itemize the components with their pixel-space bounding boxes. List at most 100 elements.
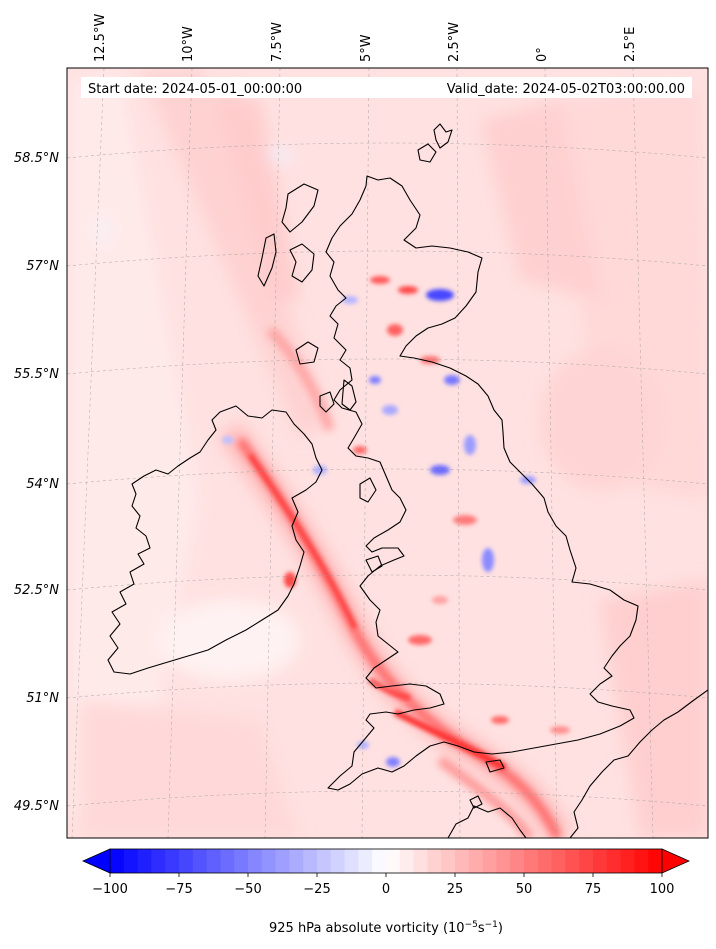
colorbar-step: [593, 849, 608, 873]
colorbar-step: [358, 849, 373, 873]
colorbar-step: [151, 849, 166, 873]
lon-label-7-5w: 7.5°W: [270, 22, 285, 62]
colorbar-step: [234, 849, 249, 873]
gridline-lon-10w: [167, 68, 193, 838]
colorbar-tick-label: 100: [650, 882, 675, 897]
gridline-lon-0: [544, 68, 558, 838]
colorbar-step: [606, 849, 621, 873]
colorbar-step: [413, 849, 428, 873]
colorbar-step: [386, 849, 401, 873]
graticule: [67, 68, 708, 838]
start-date-label: Start date: 2024-05-01_00:00:00: [88, 82, 302, 97]
gridline-lon-5w: [361, 68, 370, 838]
colorbar-step: [165, 849, 180, 873]
colorbar-step: [123, 849, 138, 873]
colorbar: −100 −75 −50 −25 0 25 50 75 100 925 hPa …: [82, 848, 690, 936]
coastline-orkney: [417, 143, 437, 163]
colorbar-step: [524, 849, 539, 873]
longitude-labels: 12.5°W 10°W 7.5°W 5°W 2.5°W 0° 2.5°E: [93, 14, 638, 62]
colorbar-tick-label: −100: [92, 882, 128, 897]
date-annotation: Start date: 2024-05-01_00:00:00 Valid_da…: [81, 77, 692, 98]
lat-label-52-5n: 52.5°N: [14, 583, 59, 598]
lat-label-58-5n: 58.5°N: [14, 151, 59, 166]
colorbar-step: [110, 849, 125, 873]
gridline-lat-49-5n: [67, 790, 708, 807]
coastline-uist: [257, 233, 277, 287]
lat-label-51n: 51°N: [26, 691, 59, 706]
lat-label-49-5n: 49.5°N: [14, 799, 59, 814]
colorbar-step: [399, 849, 414, 873]
colorbar-step: [179, 849, 194, 873]
colorbar-step: [317, 849, 332, 873]
gridline-lon-2-5w: [456, 68, 461, 838]
lon-label-5w: 5°W: [359, 34, 374, 62]
coastline-great-britain: [325, 175, 639, 791]
colorbar-step: [303, 849, 318, 873]
coastline-skye: [289, 243, 315, 283]
coastline-shetland: [433, 123, 453, 149]
lon-label-0: 0°: [535, 47, 550, 62]
coastline-isle-of-man: [359, 477, 377, 503]
colorbar-step: [427, 849, 442, 873]
colorbar-step: [455, 849, 470, 873]
gridline-lat-57n: [67, 250, 708, 267]
colorbar-tick-label: −25: [303, 882, 330, 897]
gridline-lat-54n: [67, 468, 708, 485]
coastline-lewis: [281, 183, 319, 233]
colorbar-step: [206, 849, 221, 873]
colorbar-steps: [110, 849, 663, 873]
gridline-lat-55-5n: [67, 358, 708, 375]
coastline-kintyre: [341, 379, 357, 411]
map-frame: [66, 67, 709, 839]
lat-label-57n: 57°N: [26, 259, 59, 274]
lon-label-2-5w: 2.5°W: [447, 22, 462, 62]
colorbar-step: [565, 849, 580, 873]
colorbar-step: [648, 849, 663, 873]
colorbar-step: [496, 849, 511, 873]
lon-label-2-5e: 2.5°E: [623, 27, 638, 62]
colorbar-step: [372, 849, 387, 873]
colorbar-title: 925 hPa absolute vorticity (10−5s−1): [269, 920, 503, 936]
colorbar-tick-label: 75: [585, 882, 602, 897]
colorbar-step: [551, 849, 566, 873]
colorbar-tick-label: 25: [447, 882, 464, 897]
gridline-lat-51n: [67, 682, 708, 699]
colorbar-extend-high: [661, 848, 690, 874]
coastline-france-north: [569, 689, 708, 838]
colorbar-step: [344, 849, 359, 873]
lon-label-12-5w: 12.5°W: [93, 14, 108, 62]
colorbar-tick-label: −75: [165, 882, 192, 897]
coastline-mull: [295, 341, 319, 365]
vorticity-frontal-band: [219, 326, 572, 838]
colorbar-step: [634, 849, 649, 873]
colorbar-step: [275, 849, 290, 873]
lon-label-10w: 10°W: [181, 26, 196, 62]
coastline-isle-of-wight: [485, 759, 505, 773]
coastline-brittany: [447, 805, 527, 838]
gridline-lat-58-5n: [67, 142, 708, 159]
gridline-lon-2-5e: [632, 68, 654, 838]
coastline-channel-isles: [469, 795, 483, 809]
colorbar-ticks: [109, 873, 663, 877]
colorbar-step: [441, 849, 456, 873]
colorbar-step: [579, 849, 594, 873]
colorbar-step: [510, 849, 525, 873]
colorbar-step: [289, 849, 304, 873]
colorbar-step: [330, 849, 345, 873]
colorbar-tick-label: −50: [234, 882, 261, 897]
colorbar-step: [261, 849, 276, 873]
lat-label-54n: 54°N: [26, 477, 59, 492]
valid-date-label: Valid_date: 2024-05-02T03:00:00.00: [447, 82, 685, 97]
coastlines: [107, 123, 708, 838]
coastline-anglesey: [365, 555, 383, 573]
colorbar-step: [482, 849, 497, 873]
coastline-ireland: [107, 405, 323, 675]
map-panel: [67, 68, 708, 838]
date-annotation-box: [81, 77, 692, 98]
latitude-labels: 58.5°N 57°N 55.5°N 54°N 52.5°N 51°N 49.5…: [14, 151, 59, 814]
coastline-islay: [319, 391, 335, 413]
colorbar-extend-low: [82, 848, 111, 874]
colorbar-step: [248, 849, 263, 873]
colorbar-tick-label: 50: [516, 882, 533, 897]
